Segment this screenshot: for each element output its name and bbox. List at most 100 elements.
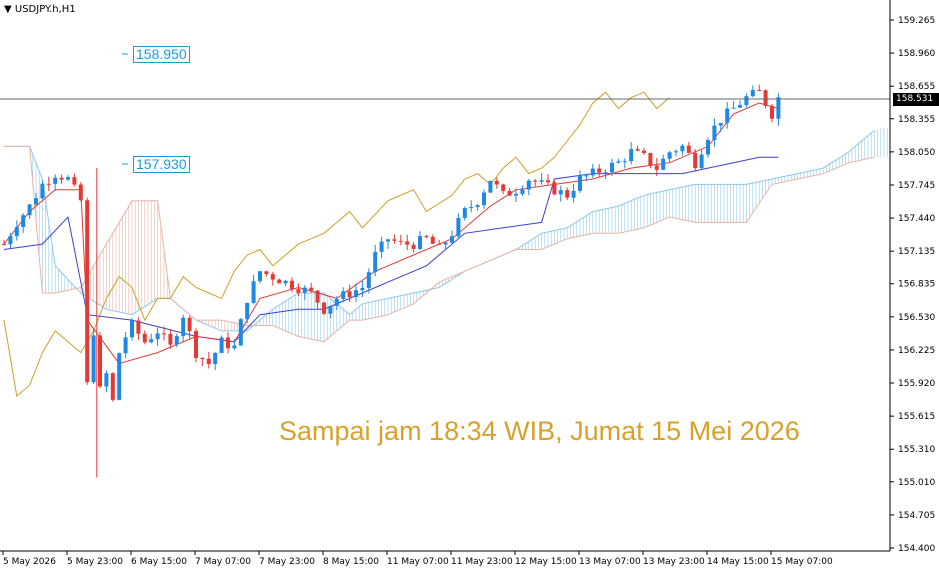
time-tick-label: 5 May 23:00 [67, 557, 123, 567]
candle-bull [66, 177, 70, 180]
time-tick-label: 7 May 23:00 [259, 557, 315, 567]
candle-bull [245, 302, 250, 320]
candle-bull [629, 149, 634, 162]
candle-bull [514, 193, 518, 196]
candle-bull [130, 320, 134, 338]
candle-bear [98, 335, 102, 387]
price-tick-label: 157.440 [898, 214, 935, 224]
candle-bull [360, 287, 365, 291]
candle-bear [309, 287, 314, 291]
candle-bear [264, 271, 269, 275]
candle-bear [411, 244, 416, 249]
time-tick-labels: 5 May 2026 5 May 23:00 6 May 15:00 7 May 07… [2, 551, 833, 567]
candle-bull [232, 345, 237, 349]
chart-annotation-text: Sampai jam 18:34 WIB, Jumat 15 Mei 2026 [279, 416, 800, 446]
candle-bull [731, 107, 736, 109]
indicator-lines [3, 91, 779, 398]
candle-bear [315, 290, 320, 303]
time-tick-label: 5 May 2026 [3, 557, 56, 567]
candle-bull [155, 333, 160, 340]
time-tick-label: 7 May 07:00 [195, 557, 251, 567]
price-tick-label: 156.835 [898, 280, 935, 290]
candle-bull [456, 217, 461, 237]
candle-bull [622, 161, 627, 163]
candle-bull [8, 236, 13, 245]
candle-bear [392, 239, 397, 241]
level-label-lower[interactable]: 157.930 [133, 156, 190, 173]
candle-bear [270, 274, 275, 280]
candle-bull [776, 97, 781, 119]
candle-bull [603, 172, 608, 174]
tenkan-sen-line [3, 102, 779, 365]
candle-bear [546, 180, 550, 183]
candle-bull [526, 180, 531, 190]
candle-bull [699, 154, 704, 169]
candle-bear [142, 333, 147, 343]
candle-bear [552, 182, 557, 195]
kijun-sen-line [3, 156, 779, 343]
candle-bull [706, 140, 710, 155]
candle-bull [21, 215, 26, 227]
dropdown-triangle-icon[interactable]: ▼ [4, 4, 12, 15]
candle-bear [430, 236, 435, 244]
candle-bull [462, 207, 467, 218]
candle-bear [168, 333, 173, 345]
candle-bull [590, 168, 595, 176]
candle-bull [14, 226, 19, 237]
candle-bear [322, 302, 326, 314]
candle-bear [507, 190, 512, 196]
candle-bear [597, 168, 602, 173]
price-tick-label: 157.745 [898, 181, 935, 191]
candle-bear [763, 90, 768, 106]
candle-bull [443, 242, 448, 245]
candle-bull [750, 90, 755, 97]
candle-bear [162, 333, 166, 335]
current-price-tag: 158.531 [893, 93, 939, 106]
candle-bull [40, 183, 45, 199]
candle-bear [494, 180, 499, 185]
price-tick-label: 156.530 [898, 313, 935, 323]
candle-bear [78, 184, 83, 201]
candle-bear [277, 279, 282, 284]
candle-bull [520, 189, 525, 194]
candle-bull [34, 198, 38, 205]
chart-symbol-label[interactable]: ▼ USDJPY.h,H1 [4, 4, 76, 15]
candle-bear [686, 145, 691, 153]
candle-bear [642, 150, 646, 154]
candle-bull [386, 239, 390, 242]
price-tick-label: 155.310 [898, 445, 935, 455]
candle-bull [661, 158, 666, 170]
candle-bull [373, 251, 378, 273]
candle-bear [757, 90, 762, 92]
time-tick-label: 12 May 15:00 [515, 557, 577, 567]
price-tick-label: 155.920 [898, 379, 935, 389]
candle-bull [667, 152, 672, 159]
price-tick-label: 159.265 [898, 16, 935, 26]
time-tick-label: 14 May 15:00 [707, 557, 769, 567]
candle-bear [648, 153, 653, 166]
candle-bear [635, 149, 640, 151]
candle-bull [174, 336, 179, 345]
candle-bull [379, 241, 384, 252]
candle-bull [181, 317, 186, 337]
candle-bear [398, 240, 403, 242]
candle-bear [72, 177, 77, 185]
candle-bull [418, 236, 422, 249]
candle-bull [53, 177, 58, 184]
candle-bear [501, 184, 506, 191]
level-label-upper[interactable]: 158.950 [133, 46, 190, 63]
candle-bull [27, 204, 32, 216]
price-tick-label: 156.225 [898, 346, 935, 356]
price-tick-label: 158.655 [898, 82, 935, 92]
candle-bull [610, 162, 614, 173]
candle-bear [533, 180, 538, 182]
price-tick-label: 155.010 [898, 478, 935, 488]
time-tick-label: 11 May 23:00 [451, 557, 513, 567]
candle-bear [437, 243, 442, 245]
candle-bull [712, 125, 717, 141]
candle-bull [258, 271, 262, 282]
candle-bull [469, 207, 474, 209]
candle-bear [85, 200, 90, 383]
candle-bear [290, 280, 294, 290]
